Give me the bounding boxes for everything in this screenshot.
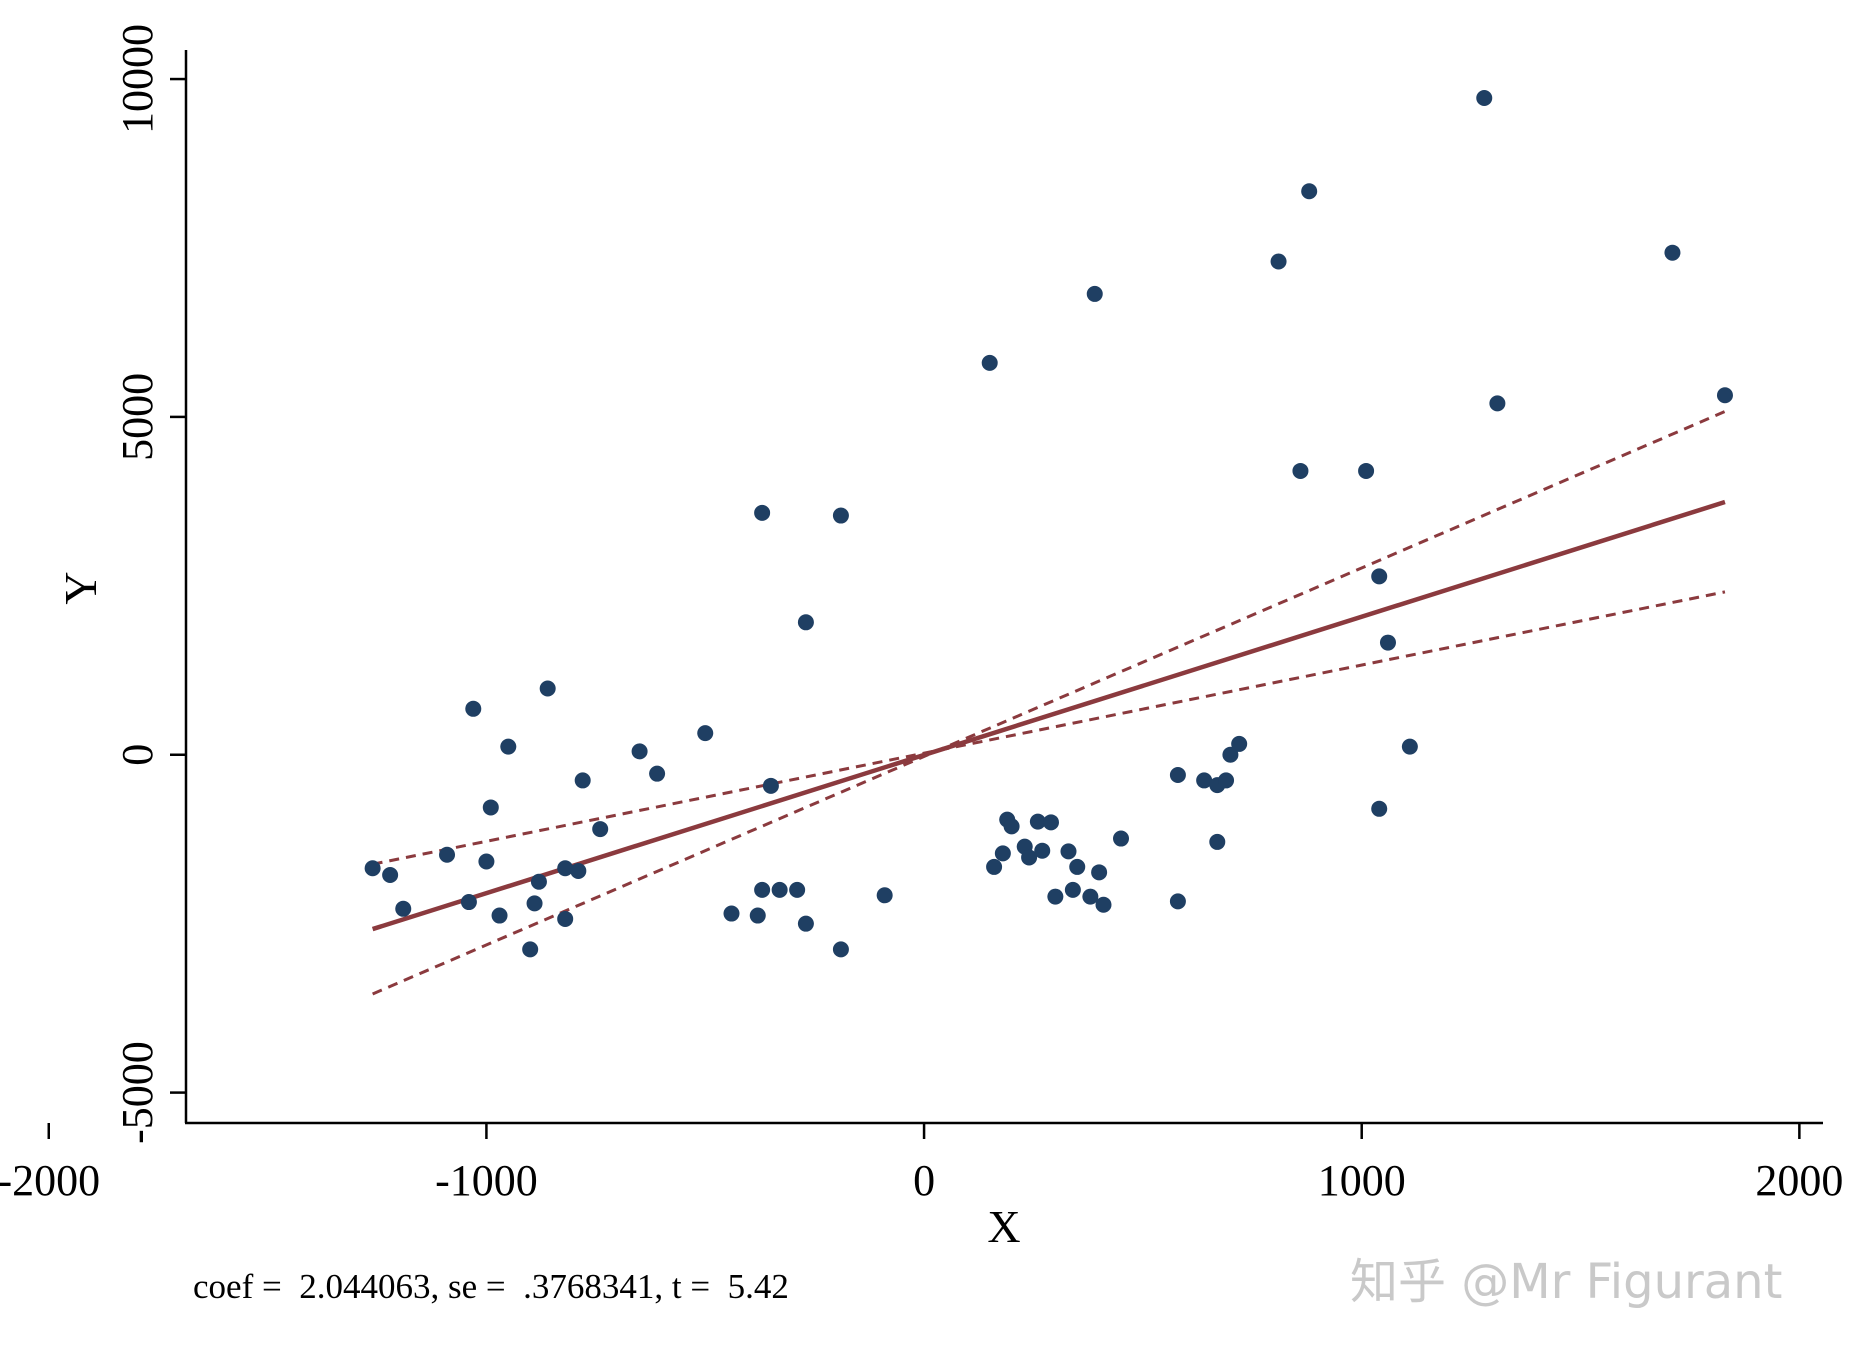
y-axis-title: Y [55,571,106,604]
x-tick-label: -1000 [435,1156,538,1205]
data-point [1716,387,1733,404]
data-point [1301,183,1318,200]
data-point [876,887,893,904]
data-point [1222,746,1239,763]
data-point [771,881,788,898]
x-tick-label: 2000 [1755,1156,1843,1205]
watermark: 知乎 @Mr Figurant [1350,1254,1782,1310]
data-point [482,799,499,816]
data-point [1091,864,1108,881]
data-point [1664,244,1681,261]
data-point [1169,767,1186,784]
data-point [1218,772,1235,789]
data-point [1029,813,1046,830]
data-point [754,881,771,898]
data-point [1034,842,1051,859]
data-point [491,907,508,924]
ci-lower-line [372,410,1726,996]
data-point [1047,888,1064,905]
x-tick-label: 0 [913,1156,935,1205]
data-point [754,504,771,521]
data-point [439,846,456,863]
data-point [557,860,574,877]
data-point [1231,735,1248,752]
data-point [789,881,806,898]
data-point [1292,462,1309,479]
data-point [1003,818,1020,835]
y-tick-label: 5000 [113,373,162,461]
data-point [994,845,1011,862]
data-point [1489,395,1506,412]
regression-note: coef = 2.044063, se = .3768341, t = 5.42 [193,1267,789,1306]
data-point [1371,800,1388,817]
data-point [631,743,648,760]
data-point [522,941,539,958]
data-point [697,725,714,742]
data-point [832,507,849,524]
data-point [797,915,814,932]
x-tick-label: 1000 [1318,1156,1406,1205]
data-point [1371,568,1388,585]
ci-upper-line [372,590,1726,866]
data-point [797,614,814,631]
y-tick-label: -5000 [113,1041,162,1144]
x-tick-label: -2000 [0,1156,100,1205]
data-point [574,772,591,789]
y-tick-label: 10000 [113,24,162,134]
data-point [723,905,740,922]
data-point [749,907,766,924]
data-point [382,867,399,884]
data-point [526,895,543,912]
data-point [1086,285,1103,302]
y-ticks: -5000 0 5000 10000 [113,24,186,1144]
data-point [460,894,477,911]
data-point [832,941,849,958]
data-point [364,860,381,877]
data-point [1169,893,1186,910]
data-point [1042,814,1059,831]
data-point [1209,833,1226,850]
data-point [1021,849,1038,866]
data-point [478,853,495,870]
data-point [1358,462,1375,479]
data-point [1476,89,1493,106]
data-point [649,765,666,782]
data-point [1379,634,1396,651]
data-point [1069,858,1086,875]
axes [184,50,1823,1125]
data-point [1060,843,1077,860]
data-point [592,821,609,838]
x-ticks: -2000 -1000 0 1000 2000 [0,1123,1843,1205]
data-point [500,738,517,755]
data-point [530,873,547,890]
data-points [364,89,1733,958]
data-point [981,354,998,371]
data-point [570,862,587,879]
data-point [1113,830,1130,847]
data-point [465,700,482,717]
x-axis-title: X [987,1201,1020,1252]
data-point [539,680,556,697]
data-point [395,900,412,917]
data-point [1270,253,1287,270]
data-point [986,858,1003,875]
data-point [1064,881,1081,898]
data-point [557,910,574,927]
data-point [1095,896,1112,913]
data-point [1082,888,1099,905]
confidence-band [372,410,1726,996]
fit-line [371,499,1726,932]
y-tick-label: 0 [113,744,162,766]
data-point [1401,738,1418,755]
data-point [1196,772,1213,789]
data-point [762,777,779,794]
